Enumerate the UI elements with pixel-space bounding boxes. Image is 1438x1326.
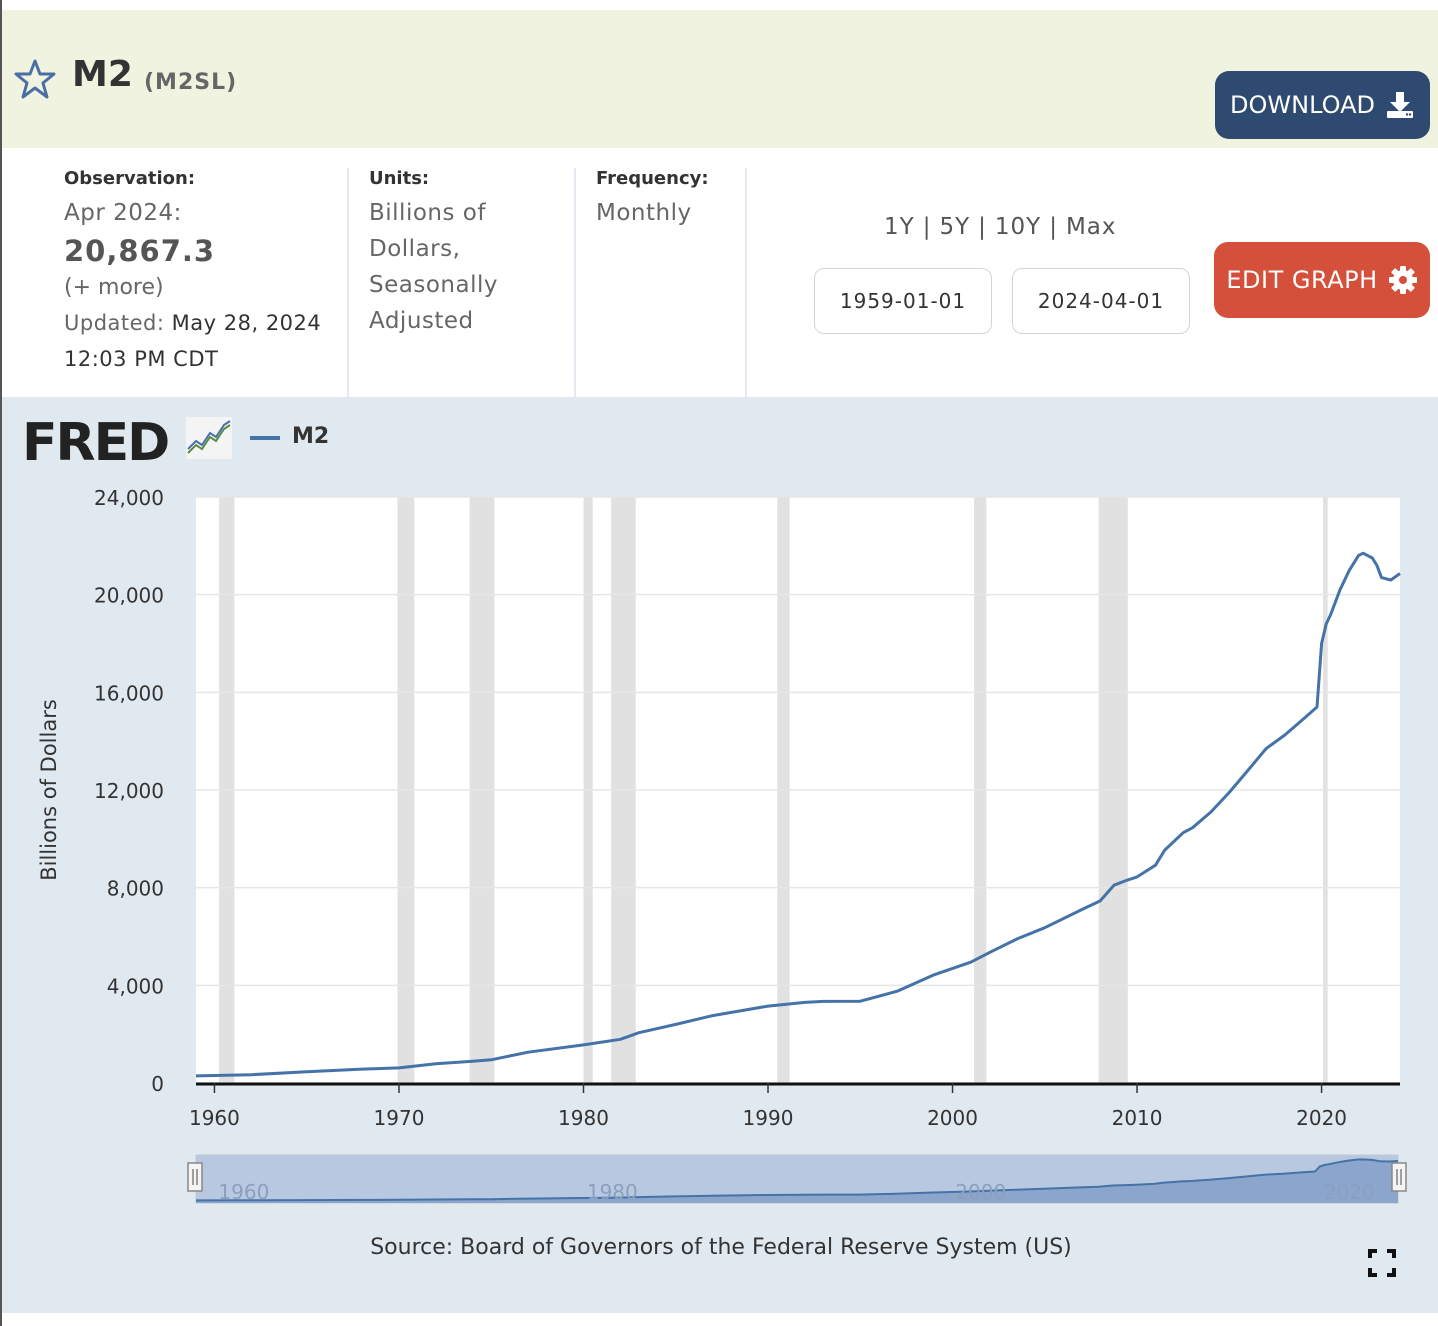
frequency-value: Monthly	[596, 200, 692, 226]
y-tick-label: 20,000	[94, 584, 164, 608]
chart-svg[interactable]: 0 4,000 8,000 12,000 16,000 20,000 24,000 1960 1…	[2, 397, 1438, 1227]
units-block: Units: Billions of Dollars, Seasonally A…	[369, 168, 569, 398]
source-text: Source: Board of Governors of the Federa…	[370, 1235, 1072, 1260]
x-tick-label: 1970	[374, 1106, 425, 1130]
range-separator: |	[922, 214, 932, 240]
frequency-block: Frequency: Monthly	[596, 168, 746, 398]
y-tick-label: 8,000	[107, 877, 164, 901]
range-separator: |	[1049, 214, 1058, 240]
units-line: Billions of	[369, 200, 486, 226]
legend-swatch	[250, 436, 280, 440]
navigator-line	[195, 1158, 1399, 1202]
navigator-handle[interactable]	[187, 1162, 203, 1192]
range-selector: 1Y | 5Y | 10Y | Max	[884, 214, 1117, 240]
range-1y[interactable]: 1Y	[884, 214, 915, 240]
series-header: M2 (M2SL) DOWNLOAD	[2, 10, 1438, 148]
units-label: Units:	[369, 168, 430, 189]
x-tick-label: 2010	[1112, 1106, 1163, 1130]
fred-logo: FRED	[22, 413, 170, 473]
y-tick-label: 24,000	[94, 486, 164, 510]
units-line: Seasonally	[369, 272, 498, 298]
observation-period: Apr 2024:	[64, 200, 182, 226]
end-date-input[interactable]: 2024-04-01	[1012, 268, 1190, 334]
download-label: DOWNLOAD	[1230, 91, 1375, 119]
chart-panel: FRED M2 0 4,000 8,000 12,000 16,000 20,000 24,…	[2, 397, 1438, 1313]
y-tick-label: 12,000	[94, 779, 164, 803]
range-max[interactable]: Max	[1065, 214, 1117, 240]
navigator-tick-label: 1980	[587, 1180, 638, 1204]
units-line: Dollars,	[369, 236, 461, 262]
fred-chart-icon	[186, 417, 232, 459]
x-tick-label: 1960	[189, 1106, 240, 1130]
updated-time: 12:03 PM CDT	[64, 347, 219, 371]
navigator-tick-label: 2020	[1324, 1180, 1375, 1204]
navigator-tick-label: 1960	[218, 1180, 269, 1204]
legend-series-name[interactable]: M2	[292, 424, 330, 449]
observation-label: Observation:	[64, 168, 196, 189]
y-tick-label: 16,000	[94, 681, 164, 705]
y-axis-label: Billions of Dollars	[37, 699, 61, 881]
x-tick-label: 2020	[1296, 1106, 1347, 1130]
series-title: M2	[72, 54, 133, 95]
divider	[347, 168, 349, 398]
x-tick-label: 1990	[743, 1106, 794, 1130]
more-observations-link[interactable]: (+ more)	[64, 275, 164, 300]
edit-graph-button[interactable]: EDIT GRAPH	[1214, 242, 1430, 318]
download-button[interactable]: DOWNLOAD	[1215, 71, 1430, 139]
divider	[745, 168, 747, 398]
frequency-label: Frequency:	[596, 168, 709, 189]
range-separator: |	[978, 214, 987, 240]
fullscreen-icon[interactable]	[1368, 1249, 1396, 1277]
range-5y[interactable]: 5Y	[939, 214, 971, 240]
start-date-input[interactable]: 1959-01-01	[814, 268, 992, 334]
divider	[574, 168, 576, 398]
observation-block: Observation: Apr 2024: 20,867.3 (+ more)…	[64, 168, 344, 398]
updated-label: Updated:	[64, 311, 165, 335]
units-line: Adjusted	[369, 308, 474, 334]
navigator-handle[interactable]	[1391, 1162, 1407, 1192]
y-tick-label: 4,000	[107, 974, 164, 998]
x-tick-label: 1980	[558, 1106, 609, 1130]
observation-value: 20,867.3	[64, 234, 216, 268]
download-icon	[1386, 92, 1413, 118]
navigator-tick-label: 2000	[955, 1180, 1006, 1204]
updated-date: May 28, 2024	[171, 311, 322, 335]
series-id: (M2SL)	[144, 70, 238, 95]
edit-graph-label: EDIT GRAPH	[1226, 266, 1378, 294]
y-tick-label: 0	[151, 1072, 164, 1096]
updated-line: Updated: May 28, 2024	[64, 305, 344, 341]
navigator-area	[196, 1159, 1398, 1203]
star-icon[interactable]	[14, 58, 56, 100]
range-10y[interactable]: 10Y	[994, 214, 1042, 240]
gear-icon	[1388, 266, 1417, 294]
series-line-m2	[195, 551, 1401, 1078]
x-tick-label: 2000	[927, 1106, 978, 1130]
